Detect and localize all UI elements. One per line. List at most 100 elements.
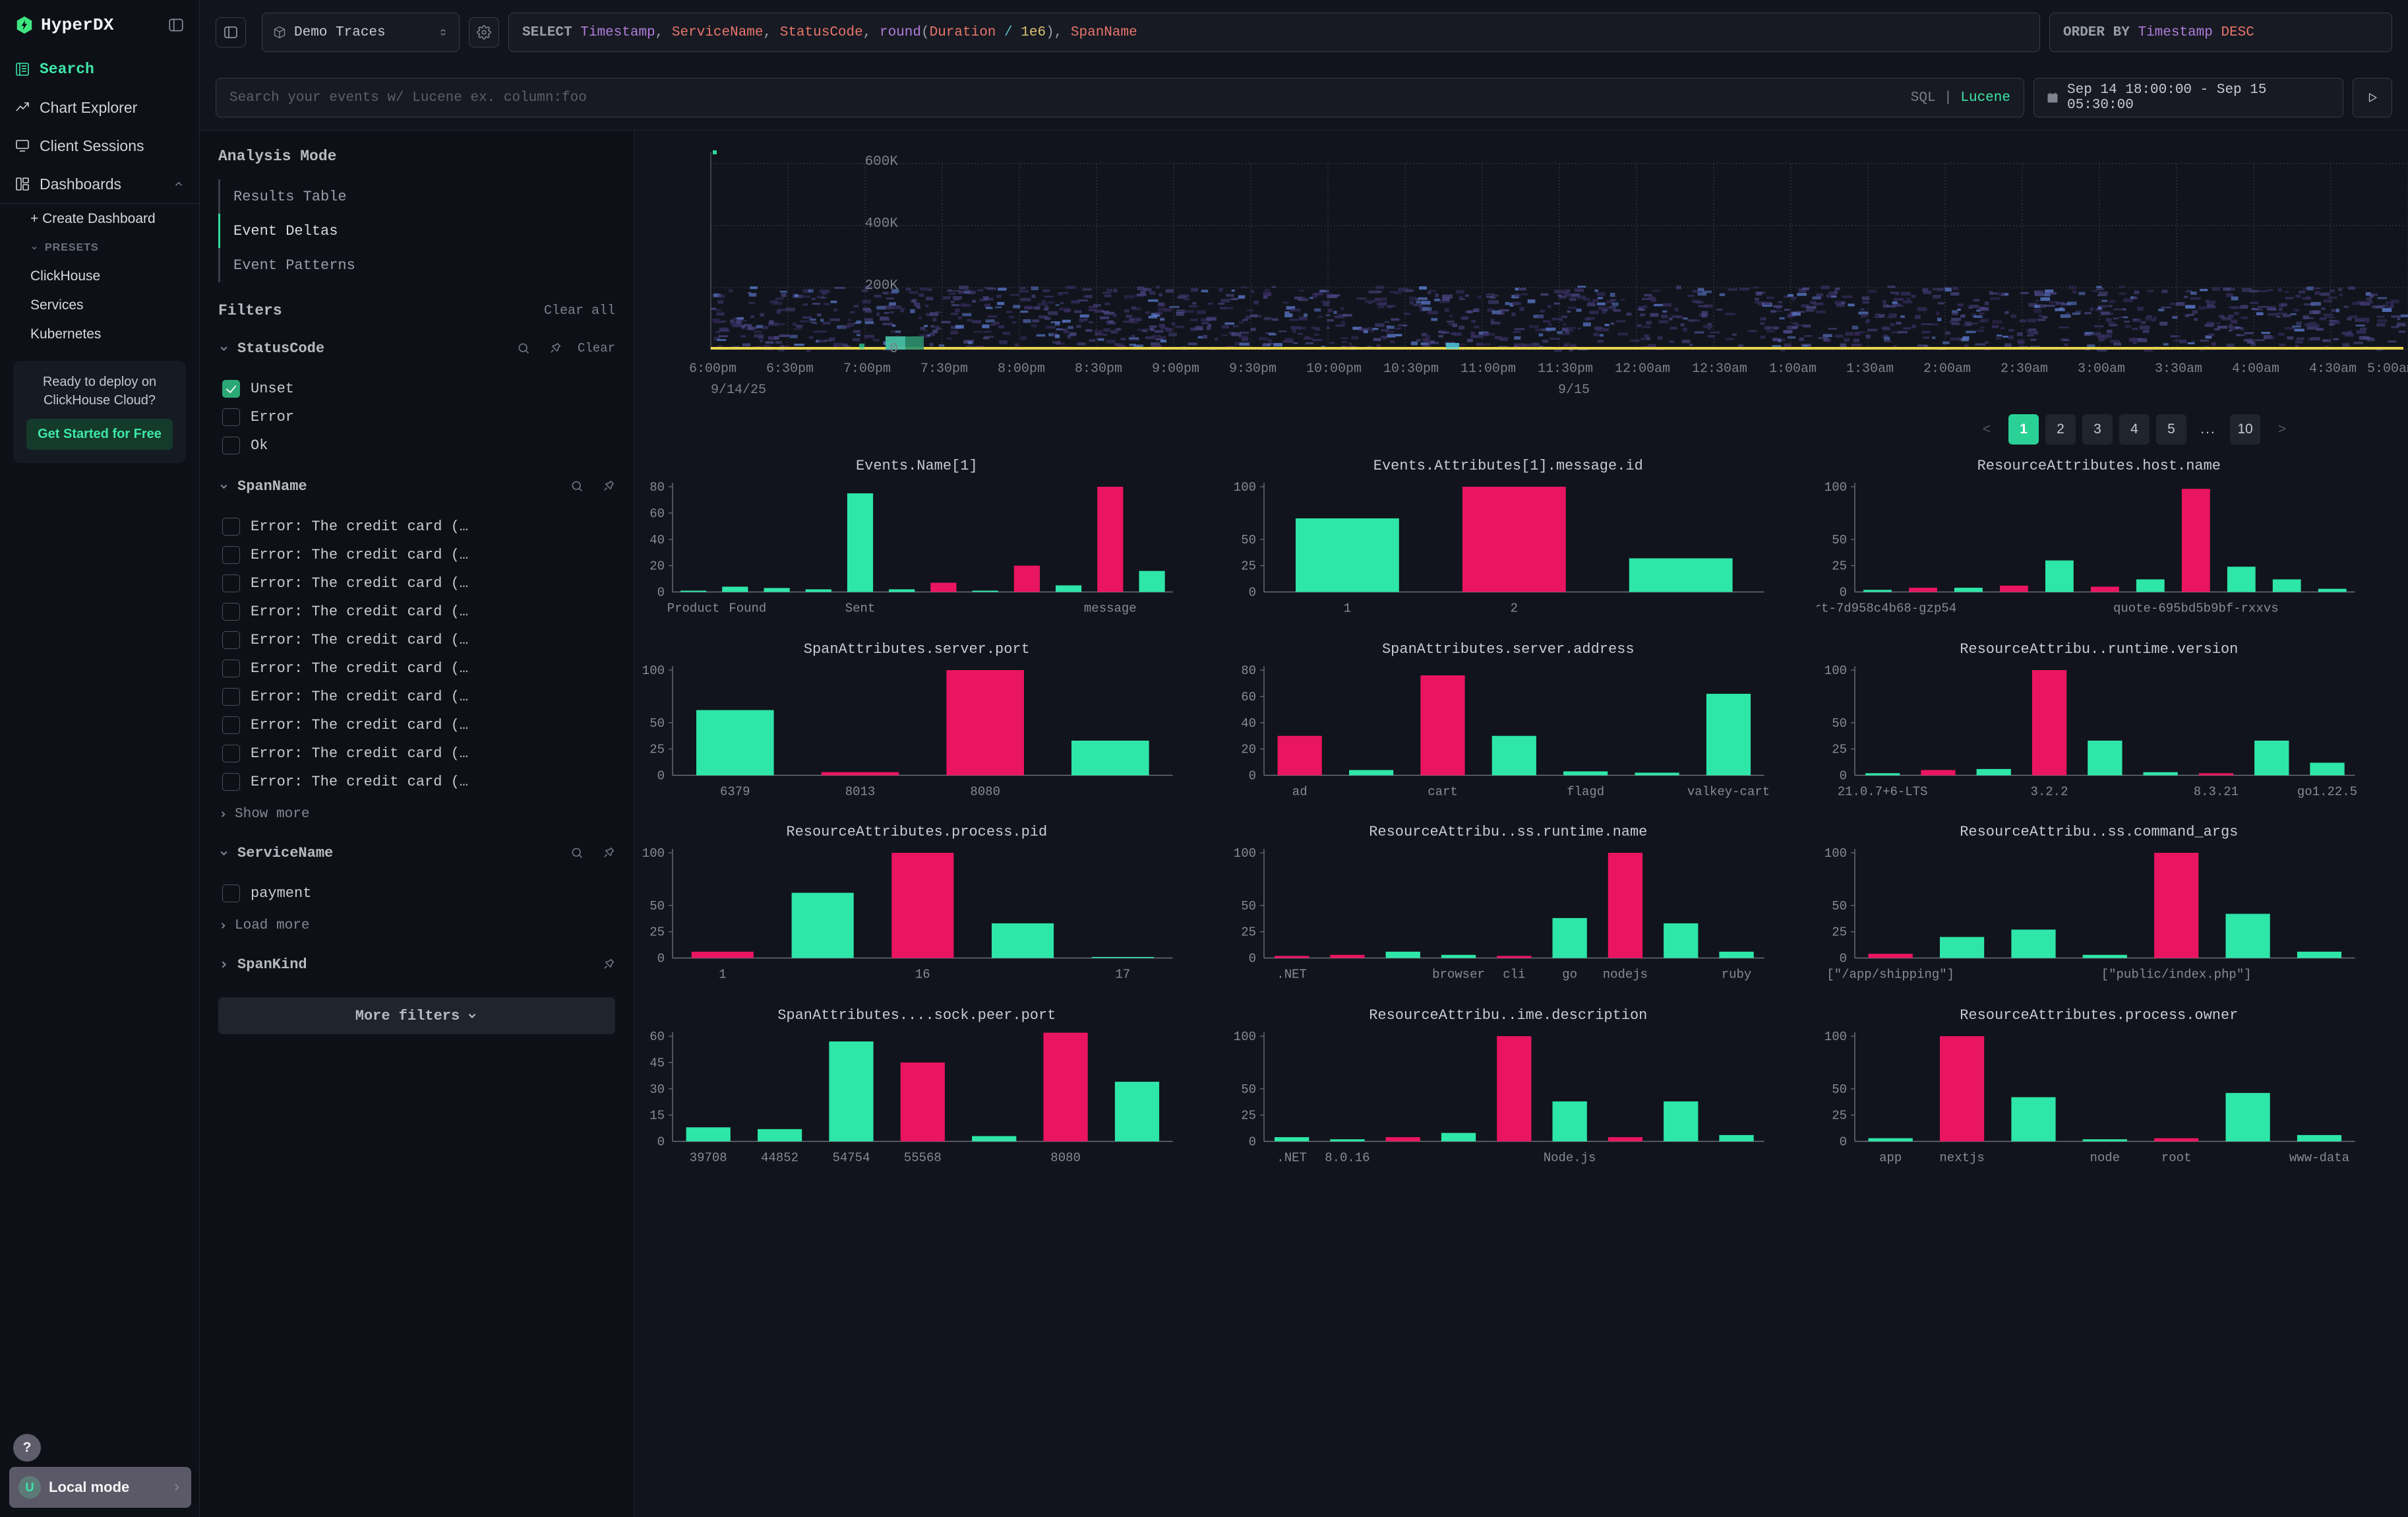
svg-text:cli: cli bbox=[1503, 967, 1525, 981]
svg-text:ResourceAttribu..ime.descripti: ResourceAttribu..ime.description bbox=[1369, 1007, 1647, 1024]
svg-text:0: 0 bbox=[1248, 585, 1255, 600]
svg-text:Events.Attributes[1].message.i: Events.Attributes[1].message.id bbox=[1373, 458, 1642, 474]
svg-text:ad: ad bbox=[1292, 784, 1307, 799]
svg-text:100: 100 bbox=[1824, 664, 1847, 678]
svg-text:40: 40 bbox=[649, 533, 665, 547]
svg-text:25: 25 bbox=[1832, 742, 1847, 757]
svg-text:1: 1 bbox=[719, 967, 726, 981]
svg-text:nodejs: nodejs bbox=[1602, 967, 1647, 981]
svg-text:50: 50 bbox=[649, 899, 665, 913]
svg-text:0: 0 bbox=[1840, 951, 1847, 966]
svg-text:8013: 8013 bbox=[845, 784, 876, 799]
svg-text:50: 50 bbox=[1832, 1082, 1847, 1096]
svg-text:80: 80 bbox=[1241, 664, 1256, 678]
svg-text:Found: Found bbox=[729, 601, 766, 615]
svg-text:cart: cart bbox=[1428, 784, 1458, 799]
svg-text:Product: Product bbox=[667, 601, 720, 615]
svg-text:ResourceAttributes.host.name: ResourceAttributes.host.name bbox=[1977, 458, 2221, 474]
svg-text:25: 25 bbox=[1832, 1108, 1847, 1123]
svg-text:100: 100 bbox=[1233, 846, 1255, 861]
svg-text:100: 100 bbox=[1824, 480, 1847, 495]
svg-text:0: 0 bbox=[1840, 1134, 1847, 1149]
svg-text:cart-7d958c4b68-gzp54: cart-7d958c4b68-gzp54 bbox=[1817, 601, 1956, 615]
svg-text:25: 25 bbox=[1241, 1108, 1256, 1123]
svg-text:browser: browser bbox=[1432, 967, 1485, 981]
svg-text:Sent: Sent bbox=[845, 601, 876, 615]
svg-text:0: 0 bbox=[1840, 585, 1847, 600]
svg-text:16: 16 bbox=[915, 967, 930, 981]
svg-text:60: 60 bbox=[1241, 689, 1256, 704]
svg-text:54754: 54754 bbox=[833, 1150, 870, 1165]
svg-text:go: go bbox=[1562, 967, 1577, 981]
svg-text:17: 17 bbox=[1115, 967, 1130, 981]
svg-text:0: 0 bbox=[1248, 768, 1255, 783]
svg-text:50: 50 bbox=[1832, 899, 1847, 913]
svg-text:["public/index.php"]: ["public/index.php"] bbox=[2101, 967, 2252, 981]
svg-text:Events.Name[1]: Events.Name[1] bbox=[856, 458, 978, 474]
svg-text:ResourceAttributes.process.own: ResourceAttributes.process.owner bbox=[1960, 1007, 2239, 1024]
svg-text:8.0.16: 8.0.16 bbox=[1325, 1150, 1370, 1165]
svg-text:["/app/shipping"]: ["/app/shipping"] bbox=[1827, 967, 1955, 981]
svg-text:50: 50 bbox=[1241, 1082, 1256, 1096]
svg-text:0: 0 bbox=[657, 1134, 665, 1149]
svg-text:25: 25 bbox=[1832, 925, 1847, 940]
svg-text:8080: 8080 bbox=[1050, 1150, 1081, 1165]
svg-text:25: 25 bbox=[649, 742, 665, 757]
svg-text:node: node bbox=[2090, 1150, 2121, 1165]
svg-text:25: 25 bbox=[1832, 559, 1847, 574]
svg-text:2: 2 bbox=[1510, 601, 1517, 615]
svg-text:flagd: flagd bbox=[1567, 784, 1604, 799]
svg-text:60: 60 bbox=[649, 507, 665, 521]
svg-text:25: 25 bbox=[649, 925, 665, 940]
svg-text:SpanAttributes.server.port: SpanAttributes.server.port bbox=[804, 641, 1030, 658]
svg-text:6379: 6379 bbox=[720, 784, 750, 799]
svg-text:root: root bbox=[2161, 1150, 2192, 1165]
svg-text:quote-695bd5b9bf-rxxvs: quote-695bd5b9bf-rxxvs bbox=[2113, 601, 2279, 615]
svg-text:1: 1 bbox=[1343, 601, 1350, 615]
svg-text:0: 0 bbox=[1248, 1134, 1255, 1149]
svg-text:45: 45 bbox=[649, 1055, 665, 1070]
svg-text:go1.22.5: go1.22.5 bbox=[2297, 784, 2357, 799]
svg-text:60: 60 bbox=[649, 1030, 665, 1044]
svg-text:20: 20 bbox=[649, 559, 665, 574]
svg-text:0: 0 bbox=[657, 951, 665, 966]
svg-text:0: 0 bbox=[1248, 951, 1255, 966]
svg-text:39708: 39708 bbox=[690, 1150, 727, 1165]
svg-text:100: 100 bbox=[1233, 1030, 1255, 1044]
svg-text:nextjs: nextjs bbox=[1940, 1150, 1985, 1165]
svg-text:40: 40 bbox=[1241, 716, 1256, 730]
svg-text:50: 50 bbox=[1832, 533, 1847, 547]
svg-text:25: 25 bbox=[1241, 559, 1256, 574]
svg-text:25: 25 bbox=[1241, 925, 1256, 940]
svg-text:SpanAttributes....sock.peer.po: SpanAttributes....sock.peer.port bbox=[777, 1007, 1056, 1024]
svg-text:ResourceAttributes.process.pid: ResourceAttributes.process.pid bbox=[786, 824, 1047, 840]
svg-text:ResourceAttribu..ss.command_ar: ResourceAttribu..ss.command_args bbox=[1960, 824, 2239, 840]
svg-text:50: 50 bbox=[1241, 533, 1256, 547]
svg-text:50: 50 bbox=[1832, 716, 1847, 730]
svg-text:Node.js: Node.js bbox=[1543, 1150, 1596, 1165]
svg-text:app: app bbox=[1879, 1150, 1902, 1165]
svg-text:50: 50 bbox=[1241, 899, 1256, 913]
svg-text:80: 80 bbox=[649, 480, 665, 495]
svg-text:SpanAttributes.server.address: SpanAttributes.server.address bbox=[1382, 641, 1635, 658]
svg-text:8.3.21: 8.3.21 bbox=[2194, 784, 2239, 799]
svg-text:ruby: ruby bbox=[1721, 967, 1751, 981]
svg-text:3.2.2: 3.2.2 bbox=[2031, 784, 2068, 799]
svg-text:15: 15 bbox=[649, 1108, 665, 1123]
svg-text:100: 100 bbox=[1824, 1030, 1847, 1044]
svg-text:8080: 8080 bbox=[970, 784, 1000, 799]
svg-text:0: 0 bbox=[657, 585, 665, 600]
svg-text:100: 100 bbox=[642, 846, 665, 861]
svg-text:21.0.7+6-LTS: 21.0.7+6-LTS bbox=[1838, 784, 1928, 799]
svg-text:20: 20 bbox=[1241, 742, 1256, 757]
svg-text:50: 50 bbox=[649, 716, 665, 730]
svg-text:0: 0 bbox=[1840, 768, 1847, 783]
svg-text:100: 100 bbox=[1233, 480, 1255, 495]
svg-text:.NET: .NET bbox=[1277, 1150, 1307, 1165]
svg-text:.NET: .NET bbox=[1277, 967, 1307, 981]
svg-text:30: 30 bbox=[649, 1082, 665, 1096]
svg-text:100: 100 bbox=[642, 664, 665, 678]
svg-text:55568: 55568 bbox=[904, 1150, 942, 1165]
svg-text:ResourceAttribu..runtime.versi: ResourceAttribu..runtime.version bbox=[1960, 641, 2239, 658]
svg-text:44852: 44852 bbox=[761, 1150, 798, 1165]
